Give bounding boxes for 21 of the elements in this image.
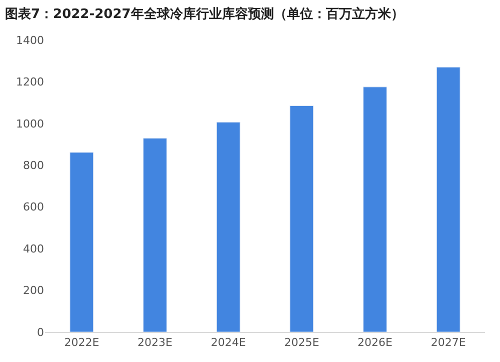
y-tick-label: 1400: [16, 34, 44, 47]
x-tick-label: 2025E: [284, 336, 320, 350]
y-tick-label: 400: [23, 242, 44, 256]
x-tick-label: 2024E: [210, 336, 246, 350]
bar: [290, 105, 314, 332]
y-tick-label: 200: [23, 284, 44, 298]
bar: [143, 138, 167, 332]
y-tick-label: 0: [37, 326, 44, 339]
bar: [70, 152, 94, 332]
x-tick-label: 2027E: [430, 336, 466, 350]
y-tick-label: 800: [23, 158, 44, 172]
y-tick-label: 1000: [16, 117, 44, 130]
bar: [363, 86, 387, 332]
x-tick-label: 2022E: [64, 336, 100, 350]
y-tick-label: 600: [23, 200, 44, 214]
chart-title: 图表7：2022-2027年全球冷库行业库容预测（单位：百万立方米）: [5, 6, 404, 22]
bar: [216, 122, 240, 332]
x-tick-label: 2026E: [358, 336, 393, 350]
y-tick-label: 1200: [16, 76, 44, 89]
bar: [436, 66, 460, 332]
x-tick-label: 2023E: [138, 336, 173, 350]
